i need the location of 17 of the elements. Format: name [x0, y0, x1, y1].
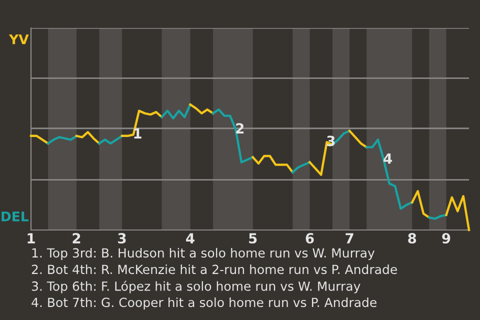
text: 3. Top 6th: F. López hit a solo home run vs W. Murray: [32, 280, 360, 294]
text: 1. Top 3rd: B. Hudson hit a solo home run vs W. Murray: [32, 248, 375, 260]
text: YV: [8, 34, 29, 44]
text: 4. Bot 7th: G. Cooper hit a solo home run vs P. Andrade: [32, 297, 376, 310]
annotation: 2: [236, 123, 244, 134]
x-tick-label: 5: [249, 233, 257, 244]
x-tick-label: 2: [72, 233, 80, 244]
x-tick-label: 6: [306, 233, 314, 244]
x-tick-label: 7: [346, 233, 354, 244]
text: DEL: [2, 212, 28, 222]
x-tick-label: 9: [442, 233, 450, 244]
x-tick-label: 1: [28, 233, 35, 244]
x-tick-label: 4: [186, 233, 194, 244]
text: 2. Bot 4th: R. McKenzie hit a 2-run home run vs P. Andrade: [32, 264, 397, 274]
annotation: 1: [134, 128, 142, 138]
x-tick-label: 3: [118, 233, 126, 244]
x-tick-label: 8: [408, 233, 416, 244]
